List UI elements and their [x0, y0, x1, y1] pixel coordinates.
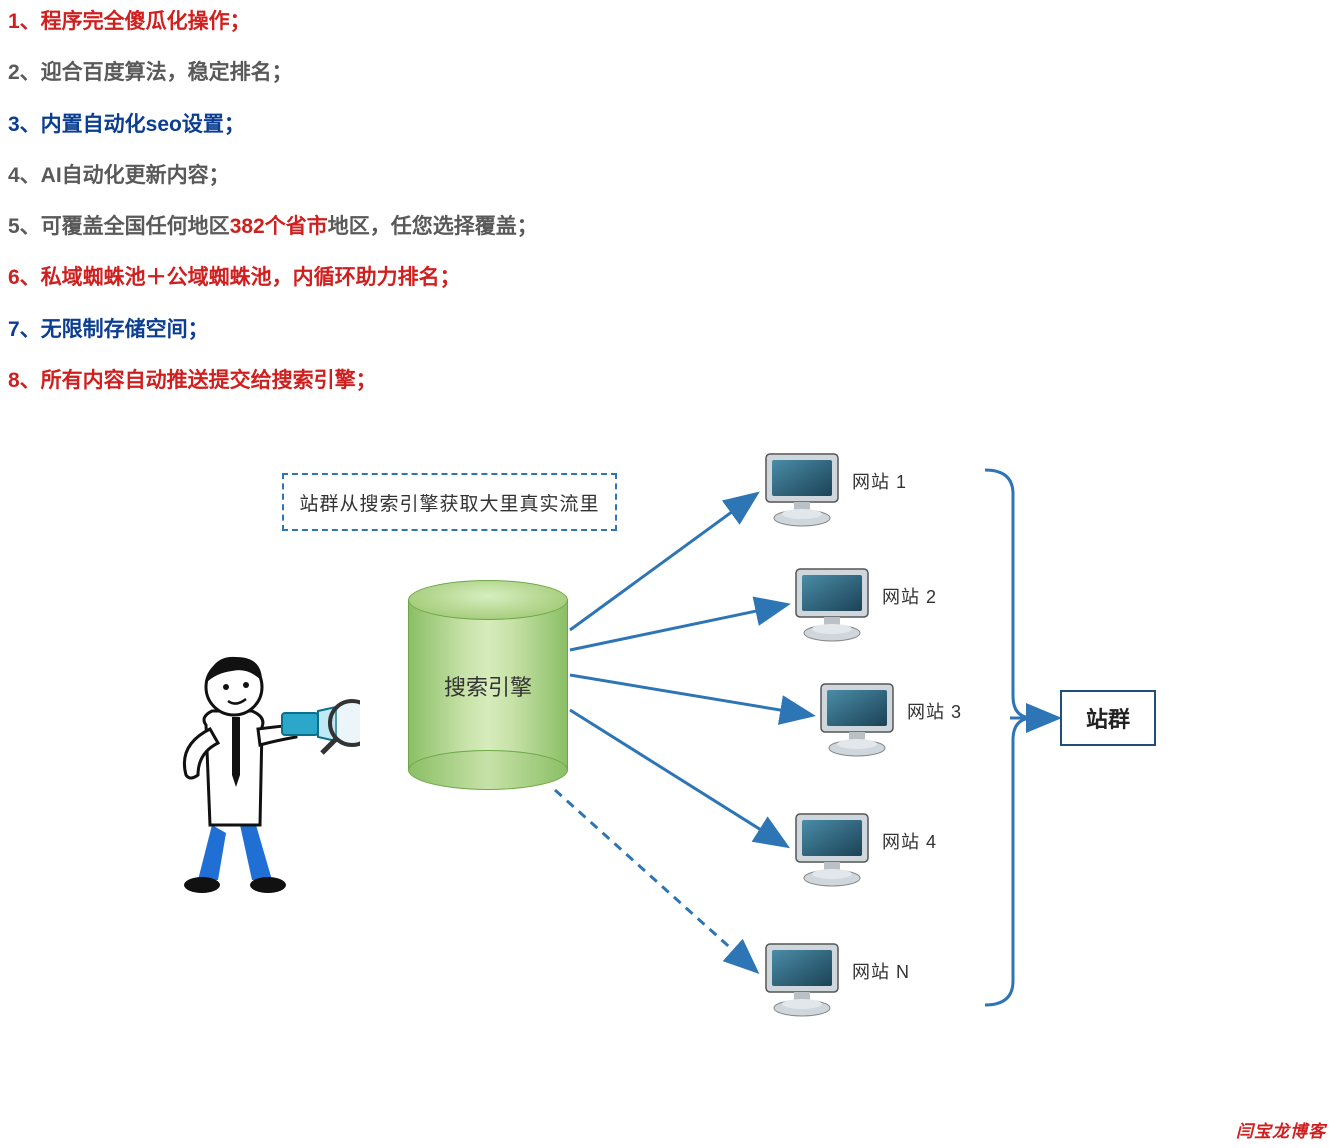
arrow: [570, 710, 785, 845]
list-item: 7、无限制存储空间；: [8, 316, 1344, 343]
monitor-label: 网站 N: [852, 958, 910, 984]
arrow: [570, 675, 810, 715]
arrows-layer: [130, 450, 1210, 1110]
monitor-node: 网站 N: [760, 940, 844, 1023]
list-item: 2、迎合百度算法，稳定排名；: [8, 59, 1344, 86]
monitor-node: 网站 4: [790, 810, 874, 893]
monitor-label: 网站 3: [907, 698, 962, 724]
monitor-label: 网站 4: [882, 828, 937, 854]
watermark: 闫宝龙博客: [1236, 1117, 1326, 1142]
feature-list: 1、程序完全傻瓜化操作； 2、迎合百度算法，稳定排名； 3、内置自动化seo设置； 4…: [0, 0, 1344, 394]
result-box: 站群: [1060, 690, 1156, 746]
monitor-label: 网站 1: [852, 468, 907, 494]
list-item: 6、私域蜘蛛池＋公域蜘蛛池，内循环助力排名；: [8, 264, 1344, 291]
arrow: [570, 495, 755, 630]
diagram: 站群从搜索引擎获取大里真实流里 搜索引擎: [130, 450, 1210, 1110]
arrow: [555, 790, 755, 970]
list-item: 5、可覆盖全国任何地区382个省市地区，任您选择覆盖；: [8, 213, 1344, 240]
arrow: [570, 605, 785, 650]
list-item: 8、所有内容自动推送提交给搜索引擎；: [8, 367, 1344, 394]
list-item: 4、AI自动化更新内容；: [8, 162, 1344, 189]
monitor-label: 网站 2: [882, 583, 937, 609]
list-item: 3、内置自动化seo设置；: [8, 111, 1344, 138]
list-item: 1、程序完全傻瓜化操作；: [8, 8, 1344, 35]
bracket: [985, 470, 1033, 1005]
monitor-node: 网站 1: [760, 450, 844, 533]
monitor-node: 网站 2: [790, 565, 874, 648]
monitor-node: 网站 3: [815, 680, 899, 763]
